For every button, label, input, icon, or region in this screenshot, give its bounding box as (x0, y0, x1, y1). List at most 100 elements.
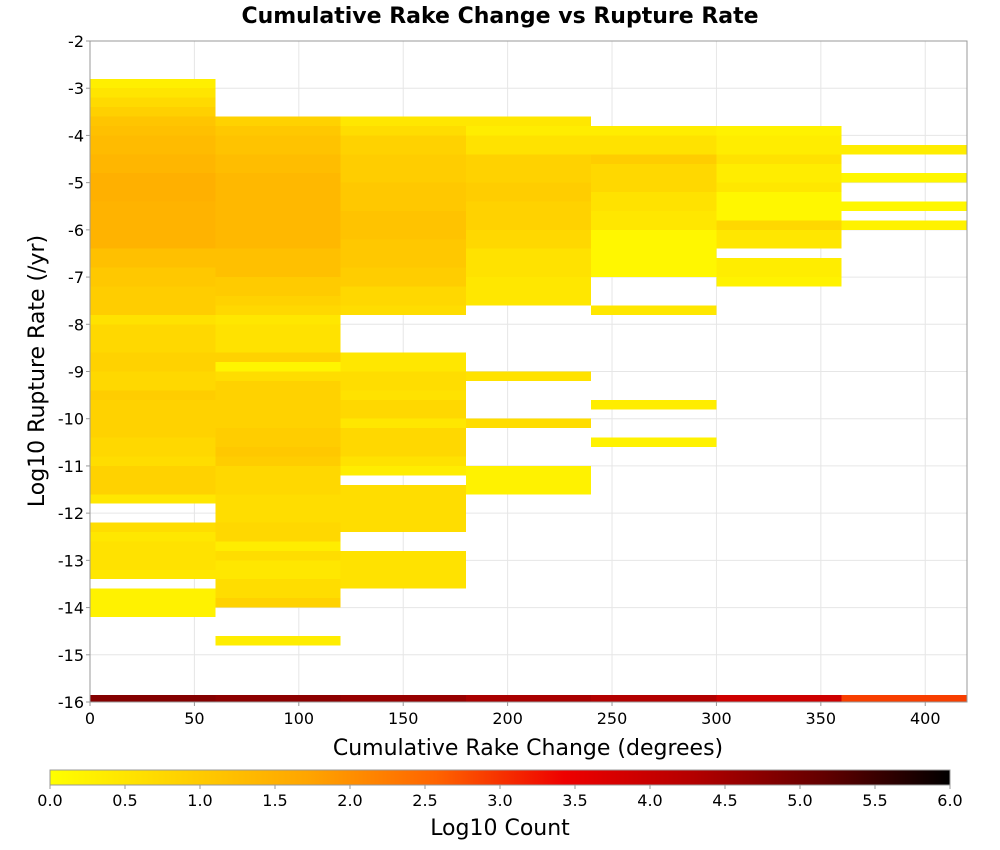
heatmap-cell (465, 116, 592, 126)
y-tick-label: -12 (58, 504, 84, 523)
heatmap-cell (465, 201, 592, 230)
colorbar-tick-label: 3.5 (562, 791, 587, 810)
heatmap-cell (465, 465, 592, 495)
heatmap-cell (215, 579, 341, 599)
bottom-strip-cell (340, 694, 466, 702)
heatmap-cell (90, 107, 216, 117)
heatmap-cell (215, 277, 341, 296)
heatmap-cell (716, 163, 842, 183)
colorbar-tick-label: 0.5 (112, 791, 137, 810)
heatmap-cell (465, 371, 592, 381)
heatmap-cell (90, 522, 216, 533)
heatmap-cell (841, 201, 967, 211)
y-tick-label: -8 (68, 315, 84, 334)
bottom-strip-cell (591, 694, 717, 702)
y-tick-label: -6 (68, 221, 84, 240)
heatmap-cell (591, 229, 717, 278)
heatmap-cell (591, 437, 717, 448)
x-tick-label: 250 (597, 709, 628, 728)
colorbar-tick-label: 5.5 (862, 791, 887, 810)
x-tick-label: 50 (184, 709, 204, 728)
y-tick-label: -14 (58, 599, 84, 618)
heatmap-cell (340, 239, 466, 268)
colorbar-tick-label: 4.5 (712, 791, 737, 810)
heatmap-cell (716, 125, 842, 136)
heatmap-cell (841, 220, 967, 230)
heatmap-cell (90, 437, 216, 457)
chart-title: Cumulative Rake Change vs Rupture Rate (241, 4, 758, 29)
heatmap-cell (340, 305, 466, 315)
heatmap-cell (90, 201, 216, 249)
heatmap-cell (340, 286, 466, 306)
x-tick-label: 0 (85, 709, 95, 728)
heatmap-cell (90, 314, 216, 325)
x-tick-label: 300 (701, 709, 732, 728)
heatmap-cell (591, 154, 717, 164)
heatmap-cell (591, 399, 717, 410)
y-tick-label: -15 (58, 646, 84, 665)
heatmap-cell (215, 295, 341, 306)
x-tick-label: 200 (492, 709, 523, 728)
heatmap-cell (340, 352, 466, 372)
heatmap-cell (716, 135, 842, 155)
bottom-strip (90, 694, 967, 702)
heatmap-cell (90, 286, 216, 315)
heatmap-cell (215, 598, 341, 608)
x-tick-label: 100 (284, 709, 315, 728)
colorbar-tick-label: 1.0 (187, 791, 212, 810)
heatmap-cell (215, 447, 341, 457)
y-axis-label: Log10 Rupture Rate (/yr) (25, 235, 50, 507)
heatmap-cell (90, 88, 216, 98)
y-tick-label: -13 (58, 551, 84, 570)
heatmap-cell (90, 135, 216, 155)
y-tick-label: -4 (68, 126, 84, 145)
heatmap-cell (215, 352, 341, 363)
heatmap-cell (215, 371, 341, 381)
heatmap-cell (340, 484, 466, 533)
heatmap-cell (465, 229, 592, 249)
y-tick-label: -16 (58, 693, 84, 712)
heatmap-cell (215, 125, 341, 136)
x-axis-label: Cumulative Rake Change (degrees) (333, 736, 723, 761)
heatmap-cell (340, 182, 466, 211)
heatmap-cell (465, 277, 592, 306)
colorbar (49, 769, 951, 786)
heatmap-cell (90, 154, 216, 174)
colorbar-tick-label: 4.0 (637, 791, 662, 810)
heatmap-cell (215, 456, 341, 466)
colorbar-tick-label: 6.0 (937, 791, 962, 810)
colorbar-tick-label: 2.5 (412, 791, 437, 810)
heatmap-cell (716, 220, 842, 230)
heatmap-cell (90, 97, 216, 108)
x-tick-label: 350 (806, 709, 837, 728)
colorbar-label: Log10 Count (430, 816, 570, 841)
y-tick-label: -5 (68, 174, 84, 193)
bottom-strip-cell (215, 694, 341, 702)
heatmap-cell (90, 465, 216, 495)
heatmap-cell (340, 154, 466, 183)
heatmap-cell (716, 154, 842, 164)
colorbar-tick-label: 0.0 (37, 791, 62, 810)
heatmap-cell (215, 305, 341, 315)
heatmap-cell (90, 352, 216, 372)
y-tick-label: -7 (68, 268, 84, 287)
heatmap-cell (215, 324, 341, 353)
heatmap-cell (716, 182, 842, 193)
heatmap-cell (340, 428, 466, 457)
heatmap-cell (340, 371, 466, 391)
colorbar-tick-label: 2.0 (337, 791, 362, 810)
heatmap-cell (90, 541, 216, 570)
colorbar-ticks: 0.0 0.5 1.0 1.5 2.0 2.5 3.0 3.5 4.0 4.5 5.0 5.5 6.0 (37, 785, 963, 810)
heatmap-cell (591, 192, 717, 211)
heatmap-cell (215, 380, 341, 429)
heatmap-cell (716, 258, 842, 278)
heatmap-cell (340, 418, 466, 429)
heatmap-cell (591, 135, 717, 155)
heatmap-cell (340, 399, 466, 419)
heatmap-cell (90, 532, 216, 542)
heatmap-cell (215, 494, 341, 523)
heatmap-cell (716, 277, 842, 287)
heatmap-cell (340, 456, 466, 466)
heatmap-cell (90, 569, 216, 580)
heatmap-cell (340, 550, 466, 589)
